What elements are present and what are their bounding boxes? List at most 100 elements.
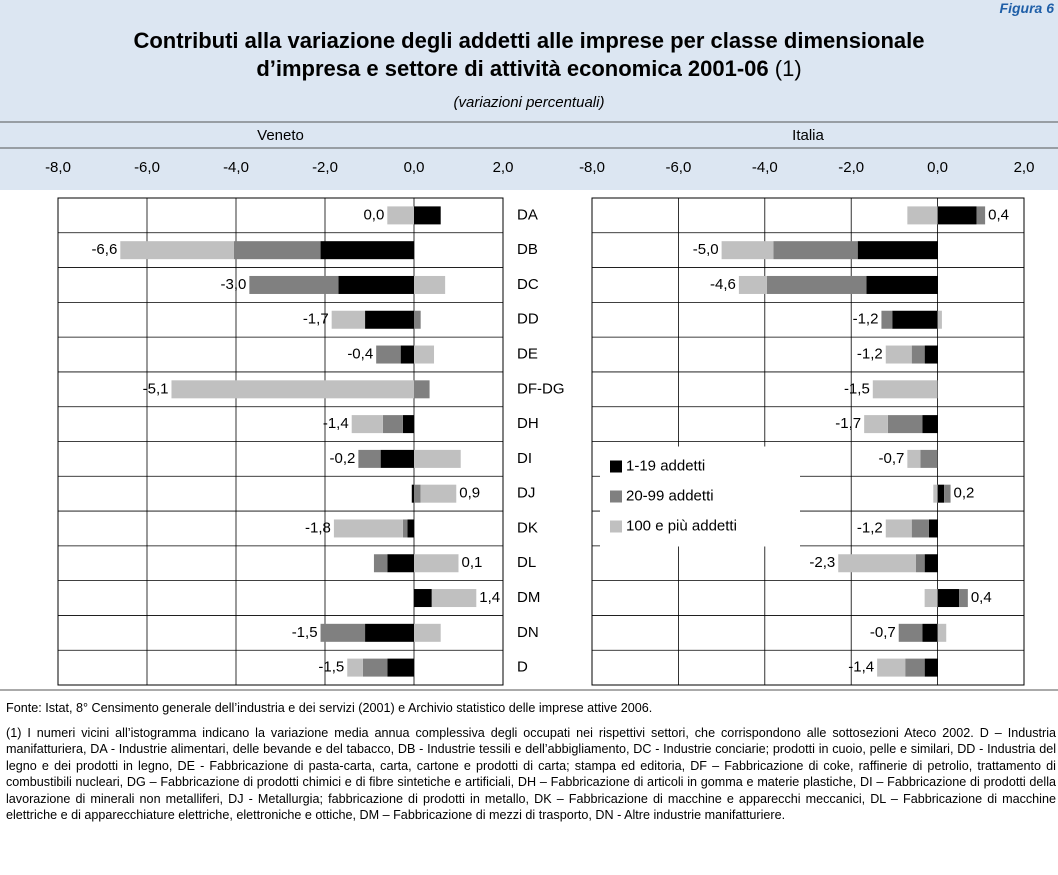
bar-segment	[411, 484, 414, 503]
bar-segment	[959, 589, 968, 608]
total-label: 0,9	[459, 485, 480, 502]
bar-segment	[738, 275, 767, 294]
bar-segment	[907, 206, 938, 225]
legend-label: 20-99 addetti	[626, 487, 714, 504]
bar-segment	[414, 380, 430, 399]
x-tick-label: -4,0	[752, 159, 778, 176]
category-label: DF-DG	[517, 380, 565, 397]
x-tick-label: -6,0	[665, 159, 691, 176]
bar-segment	[881, 310, 893, 329]
panel-title: Veneto	[257, 127, 304, 144]
bar-segment	[382, 415, 403, 434]
chart: Veneto -8,0 -6,0 -4,0 -2,0 0,0 2,0 0,0 -6,6 -3,0 -…	[0, 121, 1058, 691]
bar-segment	[338, 275, 414, 294]
bar-segment	[387, 658, 414, 677]
category-label: DE	[517, 346, 538, 363]
bar-segment	[365, 310, 414, 329]
bar-segment	[233, 241, 321, 260]
x-tick-label: -8,0	[45, 159, 71, 176]
bar-segment	[414, 623, 441, 642]
bar-segment	[387, 554, 414, 573]
total-label: -1,7	[303, 311, 329, 328]
bar-segment	[420, 484, 457, 503]
x-tick-label: -2,0	[312, 159, 338, 176]
legend-label: 100 e più addetti	[626, 517, 737, 534]
bar-segment	[928, 519, 938, 538]
bar-segment	[866, 275, 938, 294]
bar-segment	[414, 275, 446, 294]
bar-segment	[892, 310, 938, 329]
x-tick-label: -2,0	[838, 159, 864, 176]
title-bold: d’impresa e settore di attività economic…	[256, 56, 769, 81]
total-label: -5,1	[143, 380, 169, 397]
category-label: DH	[517, 415, 539, 432]
category-label: DD	[517, 311, 539, 328]
bar-segment	[911, 345, 925, 364]
bar-segment	[120, 241, 234, 260]
bar-segment	[365, 623, 414, 642]
bar-segment	[414, 554, 459, 573]
total-label: -1,5	[318, 659, 344, 676]
bar-segment	[331, 310, 366, 329]
bar-segment	[933, 484, 938, 503]
category-label: DM	[517, 589, 540, 606]
x-tick-label: -6,0	[134, 159, 160, 176]
total-label: 0,4	[971, 589, 992, 606]
bar-segment	[333, 519, 403, 538]
total-label: -0,4	[347, 346, 373, 363]
bar-segment	[877, 658, 906, 677]
bar-segment	[387, 206, 414, 225]
bar-segment	[937, 484, 945, 503]
x-tick-label: 2,0	[1014, 159, 1035, 176]
bar-segment	[407, 519, 414, 538]
bar-segment	[922, 415, 938, 434]
bar-segment	[414, 206, 441, 225]
bar-segment	[885, 519, 912, 538]
total-label: 0,0	[363, 206, 384, 223]
figure-label: Figura 6	[999, 0, 1054, 16]
bar-segment	[171, 380, 414, 399]
bar-segment	[924, 554, 938, 573]
category-label: DA	[517, 206, 538, 223]
header-band	[0, 0, 1058, 190]
bar-segment	[937, 206, 977, 225]
bar-segment	[916, 554, 925, 573]
bar-segment	[431, 589, 477, 608]
bar-segment	[402, 519, 408, 538]
total-label: -0,7	[879, 450, 905, 467]
category-label: DB	[517, 241, 538, 258]
bar-segment	[766, 275, 867, 294]
bar-segment	[911, 519, 929, 538]
bar-segment	[402, 415, 414, 434]
bar-segment	[857, 241, 938, 260]
bar-segment	[376, 345, 401, 364]
note: (1) I numeri vicini all’istogramma indic…	[6, 725, 1056, 823]
legend-swatch	[610, 520, 622, 533]
bar-segment	[922, 623, 938, 642]
source: Fonte: Istat, 8° Censimento generale del…	[6, 701, 653, 715]
bar-segment	[924, 345, 938, 364]
subtitle: (variazioni percentuali)	[453, 94, 605, 111]
total-label: -1,4	[848, 659, 874, 676]
category-label: DJ	[517, 485, 535, 502]
bar-segment	[414, 449, 461, 468]
x-tick-label: -4,0	[223, 159, 249, 176]
legend-label: 1-19 addetti	[626, 457, 705, 474]
bar-segment	[976, 206, 986, 225]
bar-segment	[944, 484, 951, 503]
category-label: DK	[517, 519, 538, 536]
total-label: -1,4	[323, 415, 349, 432]
bar-segment	[414, 484, 421, 503]
legend-box	[600, 446, 800, 547]
total-label: -1,5	[844, 380, 870, 397]
category-label: DL	[517, 554, 536, 571]
bar-segment	[907, 449, 921, 468]
panel-title: Italia	[792, 127, 824, 144]
bar-segment	[721, 241, 774, 260]
title: Contributi alla variazione degli addetti…	[133, 28, 925, 53]
total-label: -1,8	[305, 519, 331, 536]
bar-segment	[351, 415, 383, 434]
bar-segment	[400, 345, 414, 364]
bar-segment	[898, 623, 923, 642]
bar-segment	[773, 241, 858, 260]
